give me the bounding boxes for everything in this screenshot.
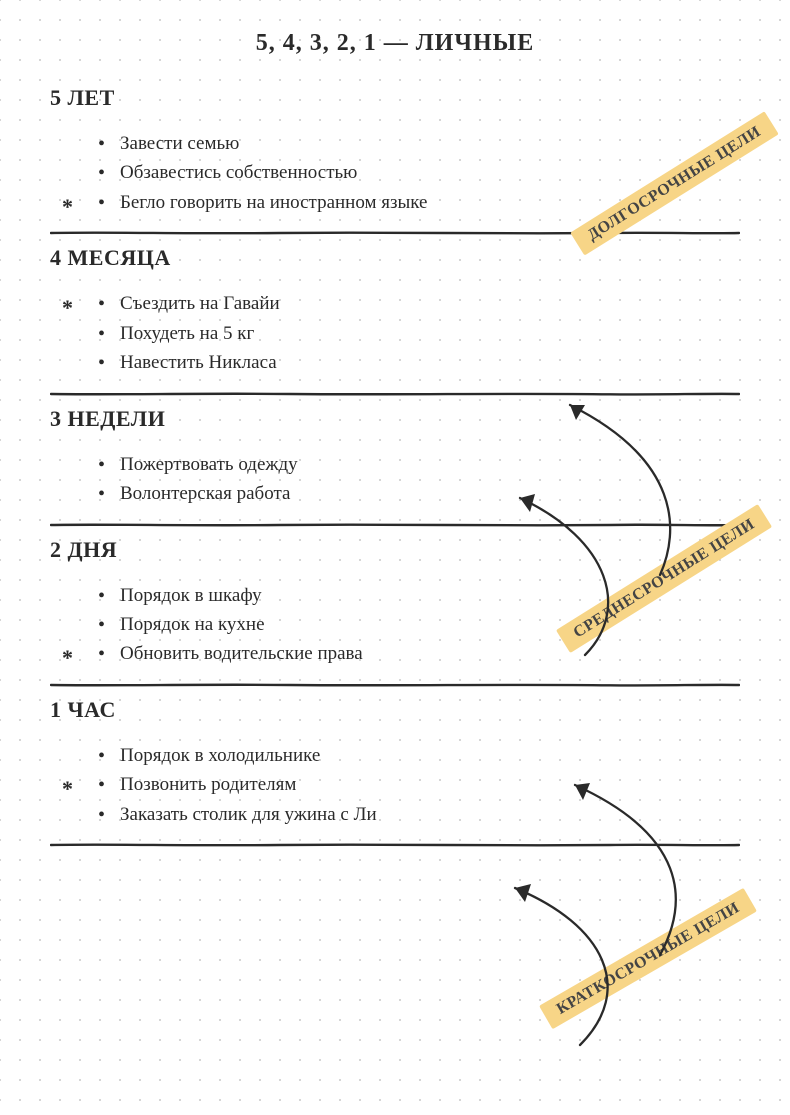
section-three-weeks: 3 НЕДЕЛИ Пожертвовать одежду Волонтерска… — [50, 406, 740, 527]
list-item: Пожертвовать одежду — [120, 450, 740, 479]
label-short-term: КРАТКОСРОЧНЫЕ ЦЕЛИ — [539, 888, 757, 1029]
list-item: Навестить Никласа — [120, 348, 740, 377]
list-item: Заказать столик для ужина с Ли — [120, 800, 740, 829]
list-item: Съездить на Гавайи — [120, 289, 740, 318]
item-list: Порядок в холодильнике Позвонить родител… — [50, 741, 740, 829]
page-title: 5, 4, 3, 2, 1 — ЛИЧНЫЕ — [50, 30, 740, 57]
section-four-months: 4 МЕСЯЦА Съездить на Гавайи Похудеть на … — [50, 245, 740, 395]
section-header: 3 НЕДЕЛИ — [50, 406, 740, 432]
list-item: Порядок в холодильнике — [120, 741, 740, 770]
divider — [50, 392, 740, 396]
section-one-hour: 1 ЧАС Порядок в холодильнике Позвонить р… — [50, 697, 740, 847]
divider — [50, 523, 740, 527]
list-item: Похудеть на 5 кг — [120, 319, 740, 348]
item-list: Пожертвовать одежду Волонтерская работа — [50, 450, 740, 509]
section-header: 1 ЧАС — [50, 697, 740, 723]
section-header: 5 ЛЕТ — [50, 85, 740, 111]
section-header: 2 ДНЯ — [50, 537, 740, 563]
list-item: Завести семью — [120, 129, 740, 158]
divider — [50, 231, 740, 235]
list-item: Позвонить родителям — [120, 770, 740, 799]
list-item: Волонтерская работа — [120, 479, 740, 508]
divider — [50, 683, 740, 687]
divider — [50, 843, 740, 847]
item-list: Съездить на Гавайи Похудеть на 5 кг Наве… — [50, 289, 740, 377]
list-item: Порядок на кухне — [120, 610, 740, 639]
list-item: Обновить водительские права — [120, 639, 740, 668]
section-header: 4 МЕСЯЦА — [50, 245, 740, 271]
journal-page: 5, 4, 3, 2, 1 — ЛИЧНЫЕ 5 ЛЕТ Завести сем… — [0, 0, 790, 1115]
